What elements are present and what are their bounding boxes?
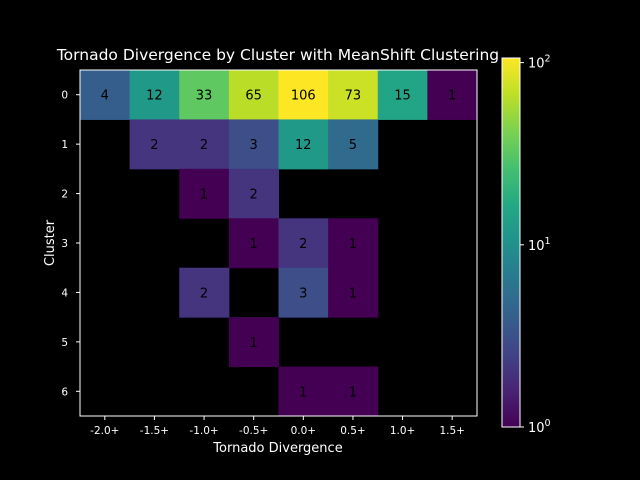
cell-value-label: 12	[146, 89, 163, 104]
heatmap-cell	[377, 70, 428, 120]
cell-value-label: 2	[299, 237, 307, 252]
cell-value-label: 1	[200, 188, 208, 203]
heatmap-cell-labels: 4 12 33 65 106 73 15 12 2 3 12 51 21 2 12 3 111 1	[101, 89, 457, 401]
cell-value-label: 15	[394, 89, 411, 104]
colorbar-ticks: 100 101 102	[520, 54, 551, 436]
heatmap-cell	[228, 119, 279, 170]
cell-value-label: 1	[250, 336, 258, 351]
cell-value-label: 12	[295, 138, 312, 153]
heatmap-cell	[278, 70, 329, 120]
x-tick-label: 1.5+	[439, 425, 465, 437]
heatmap-cell	[228, 317, 279, 368]
heatmap-cell	[427, 70, 478, 120]
y-axis-ticks: 0 1 2 3 4 5 6	[61, 90, 80, 398]
y-tick-label: 0	[61, 90, 68, 102]
cell-value-label: 1	[349, 237, 357, 252]
heatmap-cell	[179, 267, 230, 318]
heatmap-cell	[278, 366, 329, 417]
cell-value-label: 33	[196, 89, 213, 104]
y-tick-label: 2	[61, 189, 68, 201]
heatmap-cells	[80, 70, 478, 417]
x-axis-ticks: -2.0+ -1.5+ -1.0+ -0.5+ 0.0+ 0.5+ 1.0+ 1.5+	[90, 416, 465, 437]
cell-value-label: 2	[200, 286, 208, 301]
y-tick-label: 1	[61, 139, 68, 151]
x-tick-label: -2.0+	[90, 425, 119, 437]
cell-value-label: 2	[200, 138, 208, 153]
chart-title: Tornado Divergence by Cluster with MeanS…	[56, 46, 499, 64]
y-tick-label: 5	[61, 337, 68, 349]
heatmap-cell	[179, 70, 230, 120]
heatmap-cell	[278, 267, 329, 318]
heatmap-cell	[328, 218, 379, 269]
cell-value-label: 3	[299, 286, 307, 301]
x-tick-label: -1.0+	[189, 425, 218, 437]
heatmap-cell	[80, 70, 131, 120]
heatmap-cell	[278, 119, 329, 170]
x-tick-label: 1.0+	[390, 425, 416, 437]
cell-value-label: 2	[150, 138, 158, 153]
heatmap-cell	[328, 267, 379, 318]
y-axis-label: Cluster	[43, 219, 58, 266]
colorbar-tick-label: 102	[528, 54, 551, 72]
cell-value-label: 73	[345, 89, 362, 104]
heatmap-cell	[328, 119, 379, 170]
heatmap-cell	[328, 366, 379, 417]
heatmap-cell	[278, 218, 329, 269]
heatmap-cell	[228, 218, 279, 269]
cell-value-label: 65	[245, 89, 262, 104]
cell-value-label: 5	[349, 138, 357, 153]
colorbar	[501, 57, 521, 428]
cell-value-label: 1	[250, 237, 258, 252]
cell-value-label: 1	[349, 286, 357, 301]
cell-value-label: 1	[349, 385, 357, 400]
x-tick-label: 0.5+	[340, 425, 366, 437]
y-tick-label: 4	[61, 287, 68, 299]
y-tick-label: 6	[61, 386, 68, 398]
cell-value-label: 2	[250, 188, 258, 203]
x-tick-label: -1.5+	[140, 425, 169, 437]
cell-value-label: 1	[299, 385, 307, 400]
heatmap-cell	[129, 119, 180, 170]
x-axis-label: Tornado Divergence	[212, 441, 342, 456]
cell-value-label: 3	[250, 138, 258, 153]
cell-value-label: 1	[448, 89, 456, 104]
x-tick-label: 0.0+	[291, 425, 317, 437]
y-tick-label: 3	[61, 238, 68, 250]
heatmap-cell	[129, 70, 180, 120]
cell-value-label: 4	[101, 89, 109, 104]
cell-value-label: 106	[291, 89, 316, 104]
heatmap-cell	[179, 119, 230, 170]
heatmap-cell	[228, 70, 279, 120]
x-tick-label: -0.5+	[239, 425, 268, 437]
heatmap-cell	[228, 168, 279, 219]
heatmap-cell	[328, 70, 379, 120]
heatmap-cell	[179, 168, 230, 219]
colorbar-tick-label: 100	[528, 418, 551, 436]
colorbar-tick-label: 101	[528, 236, 551, 254]
